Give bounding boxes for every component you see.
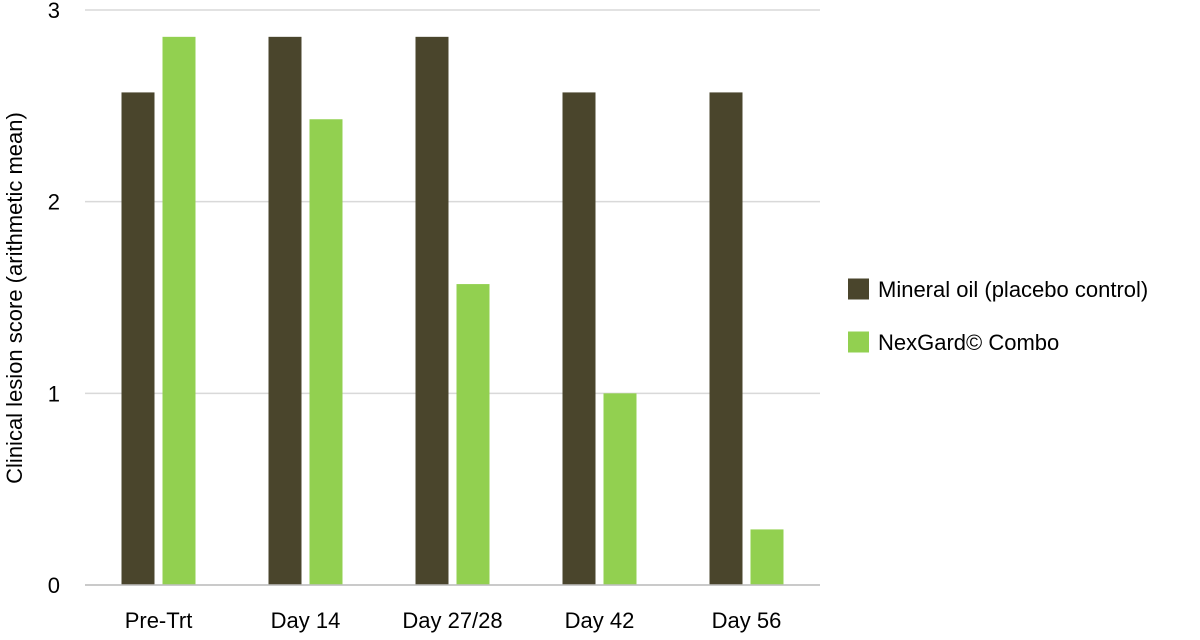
y-axis-title: Clinical lesion score (arithmetic mean) [2, 112, 27, 484]
y-tick-label: 2 [48, 190, 60, 215]
x-category-label: Pre-Trt [125, 608, 193, 633]
bar-nexgard-combo [309, 119, 343, 585]
bars [121, 36, 784, 586]
bar-mineral-oil [268, 36, 302, 586]
bar-mineral-oil [415, 36, 449, 586]
legend-swatch [848, 331, 869, 353]
bar-mineral-oil [562, 92, 596, 586]
bar-nexgard-combo [603, 393, 637, 585]
x-category-label: Day 27/28 [402, 608, 502, 633]
bar-mineral-oil [121, 92, 155, 586]
legend-swatch [848, 278, 869, 300]
bar-nexgard-combo [456, 284, 490, 585]
axes: 0 1 2 3 Pre-Trt Day 14 Day 27/28 Day 42 Day 56 [48, 0, 820, 633]
legend: Mineral oil (placebo control) NexGard© Co… [848, 277, 1148, 355]
legend-label: Mineral oil (placebo control) [878, 277, 1148, 302]
y-tick-label: 3 [48, 0, 60, 23]
bar-nexgard-combo [750, 529, 784, 585]
bar-nexgard-combo [162, 36, 196, 586]
x-category-label: Day 14 [271, 608, 341, 633]
x-category-label: Day 42 [565, 608, 635, 633]
y-tick-label: 1 [48, 381, 60, 406]
y-tick-label: 0 [48, 573, 60, 598]
bar-mineral-oil [709, 92, 743, 586]
x-category-label: Day 56 [712, 608, 782, 633]
legend-label: NexGard© Combo [878, 330, 1059, 355]
